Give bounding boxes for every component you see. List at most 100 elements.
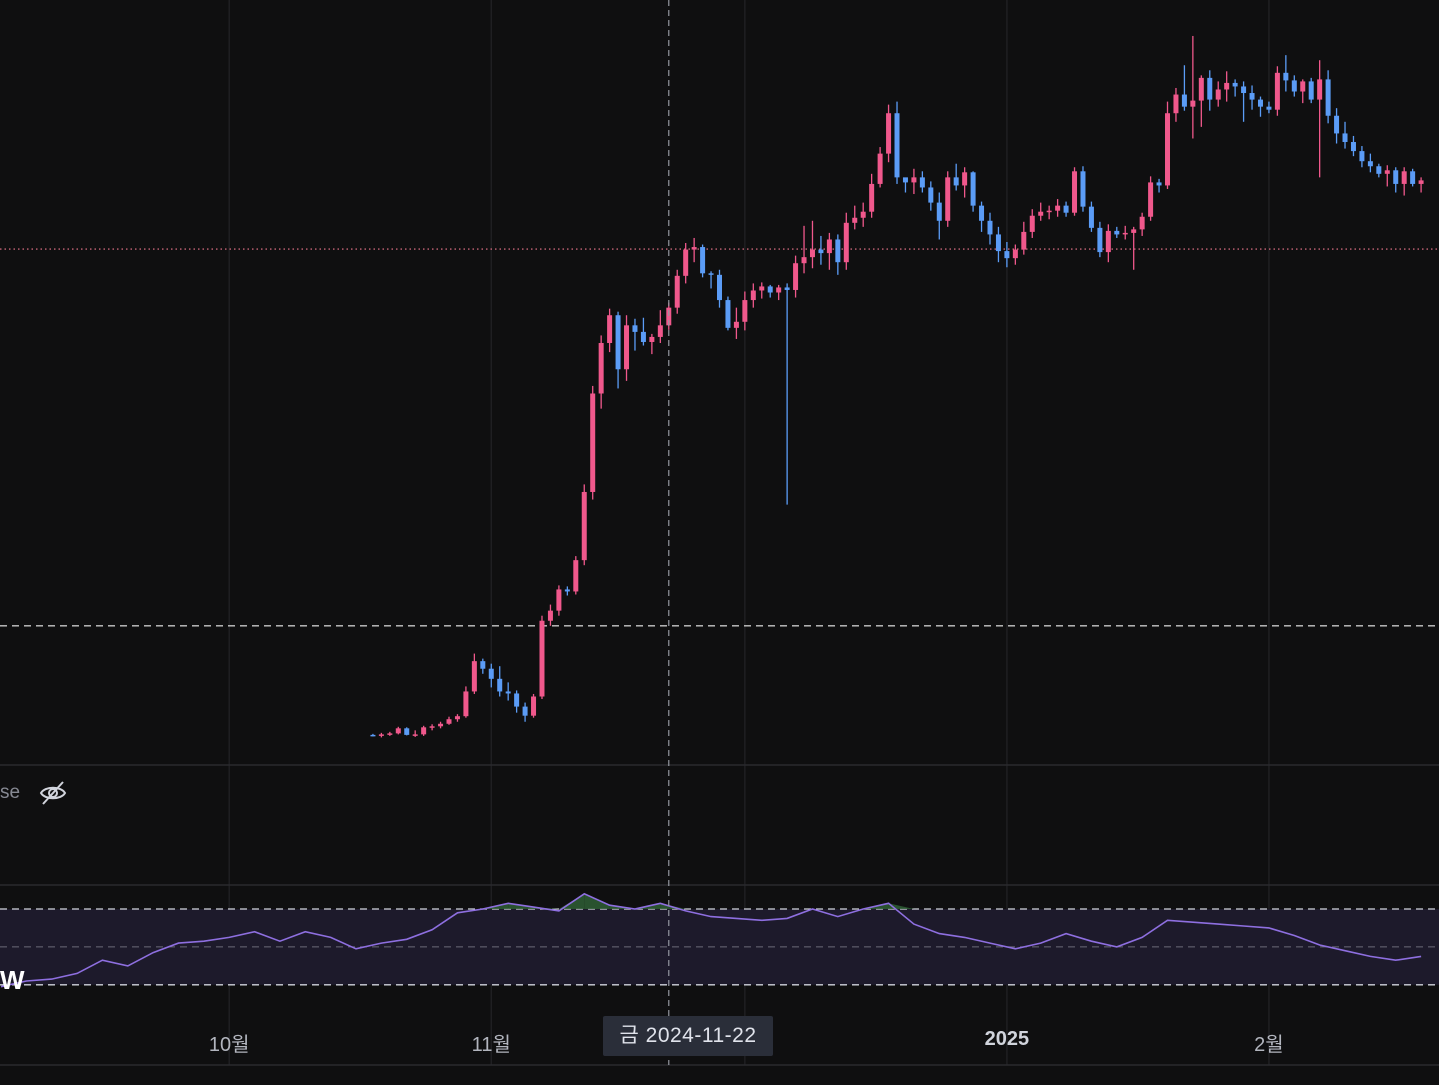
candle-body <box>1198 77 1204 101</box>
candle-body <box>547 610 553 621</box>
candle-body <box>919 177 925 188</box>
candle-body <box>691 247 697 250</box>
candle-body <box>1291 80 1297 92</box>
candle-body <box>1418 180 1424 184</box>
candle-body <box>1241 86 1247 94</box>
candle-body <box>928 187 934 203</box>
candle-body <box>429 726 435 728</box>
candle-body <box>564 589 570 592</box>
candle-body <box>480 661 486 669</box>
candle-body <box>886 113 892 154</box>
candle-body <box>556 589 562 611</box>
rsi-band <box>0 908 1439 985</box>
candle-body <box>497 678 503 692</box>
candle-body <box>1283 72 1289 81</box>
candle-body <box>1367 161 1373 167</box>
candle-body <box>1063 205 1069 213</box>
candle-body <box>860 211 866 218</box>
candle-body <box>1207 77 1213 100</box>
candle-body <box>801 257 807 264</box>
candle-body <box>1181 94 1187 107</box>
candle-body <box>979 205 985 221</box>
candle-body <box>1021 231 1027 250</box>
candle-body <box>843 222 849 263</box>
candle-body <box>657 325 663 337</box>
time-axis-label: 11월 <box>471 1034 511 1056</box>
candle-body <box>936 202 942 221</box>
candle-body <box>1097 227 1103 253</box>
candle-body <box>742 300 748 322</box>
candle-body <box>438 723 444 727</box>
candle-body <box>776 287 782 293</box>
candle-body <box>1012 249 1018 259</box>
candle-body <box>1325 79 1331 116</box>
candle-body <box>404 728 410 735</box>
candle-body <box>674 275 680 308</box>
time-axis-label: 2월 <box>1254 1034 1284 1056</box>
candle-body <box>1350 142 1356 152</box>
candle-body <box>1359 151 1365 162</box>
candle-body <box>590 393 596 492</box>
eye-off-icon[interactable] <box>38 778 68 808</box>
candle-body <box>1266 106 1272 110</box>
candle-body <box>370 734 376 737</box>
candle-body <box>395 728 401 734</box>
candle-body <box>1148 182 1154 217</box>
candle-body <box>1114 230 1120 235</box>
candle-body <box>624 325 630 370</box>
candle-body <box>1055 205 1061 211</box>
candle-body <box>1004 251 1010 259</box>
candle-body <box>1224 82 1230 90</box>
candle-body <box>1131 229 1137 233</box>
candle-body <box>1274 72 1280 110</box>
crosshair-date-label: 금 2024-11-22 <box>603 1016 773 1056</box>
candle-body <box>962 172 968 186</box>
candle-body <box>1080 171 1086 207</box>
candle-body <box>1384 170 1390 174</box>
candle-body <box>1139 216 1145 230</box>
candle-body <box>1156 182 1162 186</box>
candle-body <box>378 734 384 736</box>
candle-body <box>911 177 917 183</box>
candle-body <box>733 321 739 328</box>
candle-body <box>1249 93 1255 100</box>
candle-body <box>505 691 511 694</box>
candle-body <box>793 263 799 290</box>
candle-body <box>1334 115 1340 134</box>
candle-body <box>1215 89 1221 100</box>
candle-body <box>852 217 858 223</box>
candle-body <box>446 719 452 724</box>
candle-body <box>1317 79 1323 100</box>
candle-body <box>953 177 959 186</box>
candle-body <box>581 491 587 561</box>
candle-body <box>995 234 1001 252</box>
candle-body <box>387 733 393 735</box>
candle-body <box>514 693 520 707</box>
candle-body <box>1410 171 1416 184</box>
candle-body <box>683 249 689 276</box>
candle-body <box>902 177 908 183</box>
candle-body <box>412 734 418 736</box>
candle-body <box>1308 81 1314 100</box>
watermark-letter: W <box>0 965 25 995</box>
candle-body <box>1401 171 1407 184</box>
candle-body <box>877 153 883 184</box>
candle-body <box>945 177 951 221</box>
candle-body <box>700 247 706 274</box>
candle-body <box>1122 232 1128 235</box>
candle-body <box>522 706 528 716</box>
candle-body <box>1165 113 1171 186</box>
candle-body <box>1257 99 1263 107</box>
candle-body <box>1038 211 1044 216</box>
candle-body <box>1046 210 1052 213</box>
candle-body <box>1376 166 1382 174</box>
candle-body <box>750 290 756 301</box>
candle-body <box>818 249 824 254</box>
candle-body <box>1393 170 1399 184</box>
candle-body <box>826 239 832 254</box>
candle-body <box>1072 171 1078 213</box>
candle-body <box>598 343 604 394</box>
candle-body <box>759 286 765 291</box>
